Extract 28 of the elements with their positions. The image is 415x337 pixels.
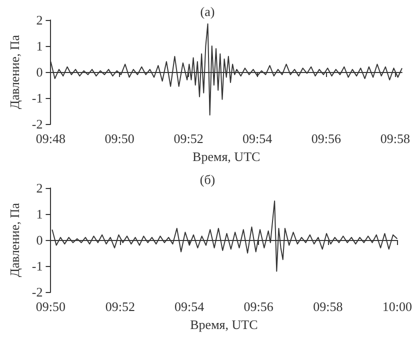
y-tick-label: -2 — [32, 284, 43, 300]
x-tick-label: 09:56 — [244, 299, 274, 314]
x-tick-label: 10:00 — [382, 299, 412, 314]
y-axis-title: Давление, Па — [7, 34, 22, 110]
y-axis-title: Давление, Па — [7, 202, 22, 278]
y-tick-label: -1 — [32, 90, 43, 106]
y-tick-label: 2 — [36, 180, 43, 196]
x-tick-label: 09:56 — [311, 131, 342, 146]
x-tick-label: 09:52 — [105, 299, 135, 314]
x-tick-label: 09:58 — [313, 299, 343, 314]
x-axis-title: Время, UTC — [192, 149, 260, 164]
chart-title: (а) — [200, 4, 215, 19]
x-tick-label: 09:52 — [174, 131, 204, 146]
x-tick-label: 09:58 — [380, 131, 410, 146]
x-tick-label: 09:50 — [104, 131, 134, 146]
y-tick-label: 0 — [36, 64, 43, 80]
x-tick-label: 09:54 — [242, 131, 273, 146]
y-tick-label: 1 — [36, 206, 43, 222]
x-tick-label: 09:48 — [36, 131, 66, 146]
x-axis-title: Время, UTC — [190, 317, 258, 332]
y-tick-label: 1 — [36, 38, 43, 54]
y-tick-label: -2 — [32, 116, 43, 132]
x-tick-label: 09:50 — [36, 299, 66, 314]
x-tick-label: 09:54 — [174, 299, 205, 314]
y-tick-label: -1 — [32, 258, 43, 274]
y-tick-label: 0 — [36, 232, 43, 248]
chart-title: (б) — [200, 172, 216, 187]
y-tick-label: 2 — [36, 12, 43, 28]
